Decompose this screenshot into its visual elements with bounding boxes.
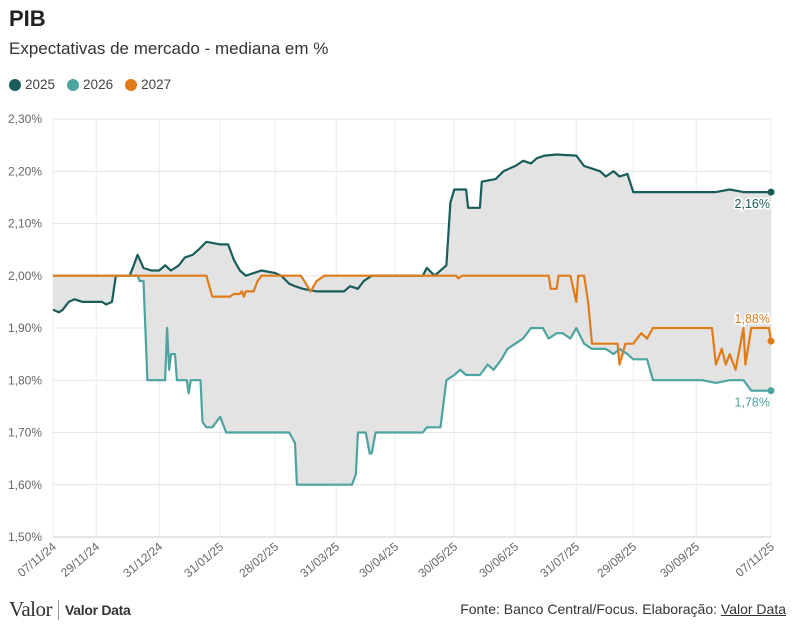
y-tick-label: 1,70% xyxy=(8,426,42,440)
x-tick-label: 31/07/25 xyxy=(537,539,582,580)
series-end-label-2027: 1,88% xyxy=(735,312,770,326)
y-tick-label: 2,00% xyxy=(8,269,42,283)
legend-item-2025[interactable]: 2025 xyxy=(9,77,55,92)
series-line-2026 xyxy=(53,274,771,486)
legend: 2025 2026 2027 xyxy=(9,77,171,92)
x-tick-label: 30/05/25 xyxy=(415,539,460,580)
valor-logo: Valor xyxy=(9,597,53,621)
x-tick-label: 31/01/25 xyxy=(181,539,226,580)
series-end-label-2025: 2,16% xyxy=(735,197,770,211)
legend-dot-2027 xyxy=(125,78,138,91)
x-tick-label: 07/11/25 xyxy=(733,539,777,579)
y-tick-label: 2,20% xyxy=(8,164,42,178)
source-text: Fonte: Banco Central/Focus. Elaboração: xyxy=(460,601,721,617)
x-tick-label: 31/03/25 xyxy=(297,539,342,580)
range-band xyxy=(53,154,771,485)
footer-logo: Valor Valor Data xyxy=(9,597,131,622)
chart-subtitle: Expectativas de mercado - mediana em % xyxy=(9,39,329,58)
y-tick-label: 1,50% xyxy=(8,530,42,544)
y-tick-label: 1,80% xyxy=(8,373,42,387)
x-tick-label: 30/09/25 xyxy=(657,539,702,580)
valor-data-logo: Valor Data xyxy=(65,601,131,618)
x-tick-label: 28/02/25 xyxy=(236,539,281,580)
y-tick-label: 1,60% xyxy=(8,478,42,492)
legend-label-2025: 2025 xyxy=(25,77,56,92)
x-tick-label: 30/06/25 xyxy=(476,539,521,580)
series-line-2027 xyxy=(53,274,773,371)
y-tick-label: 2,10% xyxy=(8,217,42,231)
series-end-marker-2025 xyxy=(767,188,775,196)
legend-dot-2026 xyxy=(67,78,80,91)
series-line-2025 xyxy=(52,153,771,314)
x-tick-label: 29/11/24 xyxy=(58,539,102,579)
y-tick-label: 1,90% xyxy=(8,321,42,335)
series-end-marker-2026 xyxy=(767,387,775,395)
legend-label-2026: 2026 xyxy=(83,77,114,92)
series-end-label-2026: 1,78% xyxy=(735,396,770,410)
legend-item-2027[interactable]: 2027 xyxy=(125,77,171,92)
x-tick-label: 29/08/25 xyxy=(594,539,639,580)
y-tick-label: 2,30% xyxy=(8,112,42,126)
x-tick-label: 30/04/25 xyxy=(356,539,401,580)
x-tick-label: 31/12/24 xyxy=(120,539,165,580)
legend-dot-2025 xyxy=(9,78,21,91)
legend-label-2027: 2027 xyxy=(141,77,172,92)
chart-title: PIB xyxy=(9,6,46,31)
legend-item-2026[interactable]: 2026 xyxy=(67,77,113,92)
logo-divider xyxy=(58,599,59,620)
source-link[interactable]: Valor Data xyxy=(720,601,786,617)
series-end-marker-2027 xyxy=(767,337,775,345)
source-note: Fonte: Banco Central/Focus. Elaboração: … xyxy=(460,601,786,617)
x-tick-label: 07/11/24 xyxy=(15,539,59,579)
